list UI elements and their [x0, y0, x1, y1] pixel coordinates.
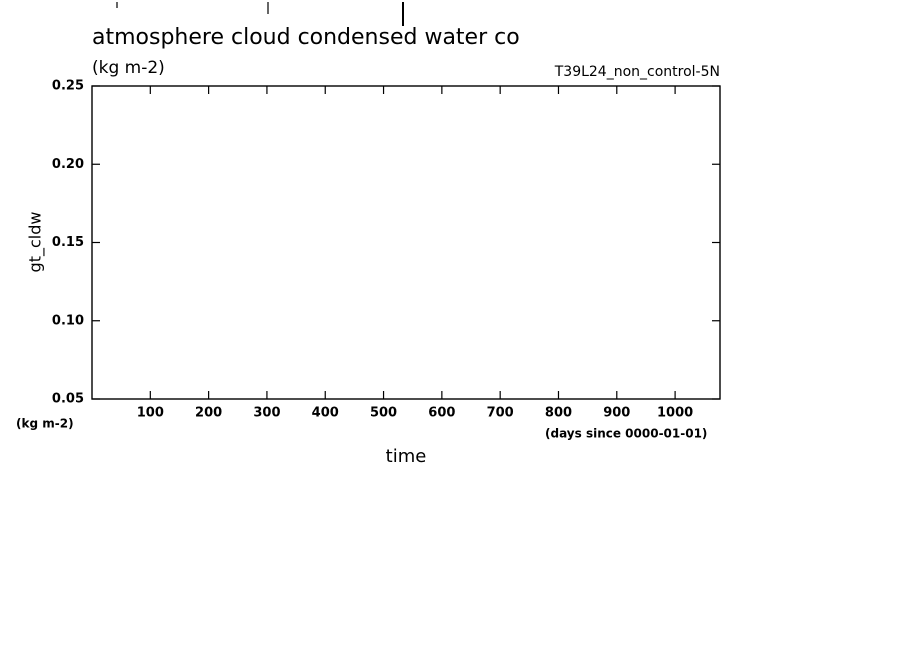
x-tick-label: 500 — [370, 406, 397, 421]
x-tick-label: 200 — [195, 406, 222, 421]
x-tick-label: 100 — [137, 406, 164, 421]
plot-frame — [91, 85, 721, 400]
x-axis-label: time — [386, 446, 427, 467]
y-axis-label: gt_cldw — [26, 212, 46, 273]
chart-subtitle: (kg m-2) — [92, 58, 165, 78]
x-tick-label: 1000 — [657, 406, 693, 421]
x-tick-label: 700 — [487, 406, 514, 421]
x-tick-label: 800 — [545, 406, 572, 421]
y-unit: (kg m-2) — [16, 417, 74, 431]
y-tick-label: 0.20 — [52, 157, 84, 172]
y-tick-label: 0.25 — [52, 79, 84, 94]
x-tick-label: 900 — [603, 406, 630, 421]
y-tick-label: 0.15 — [52, 235, 84, 250]
y-tick-label: 0.05 — [52, 392, 84, 407]
x-tick-label: 300 — [253, 406, 280, 421]
run-label: T39L24_non_control-5N — [554, 64, 720, 80]
x-tick-label: 400 — [312, 406, 339, 421]
x-tick-label: 600 — [428, 406, 455, 421]
y-tick-label: 0.10 — [52, 313, 84, 328]
chart-title: atmosphere cloud condensed water co — [92, 25, 520, 50]
x-unit: (days since 0000-01-01) — [545, 427, 707, 441]
